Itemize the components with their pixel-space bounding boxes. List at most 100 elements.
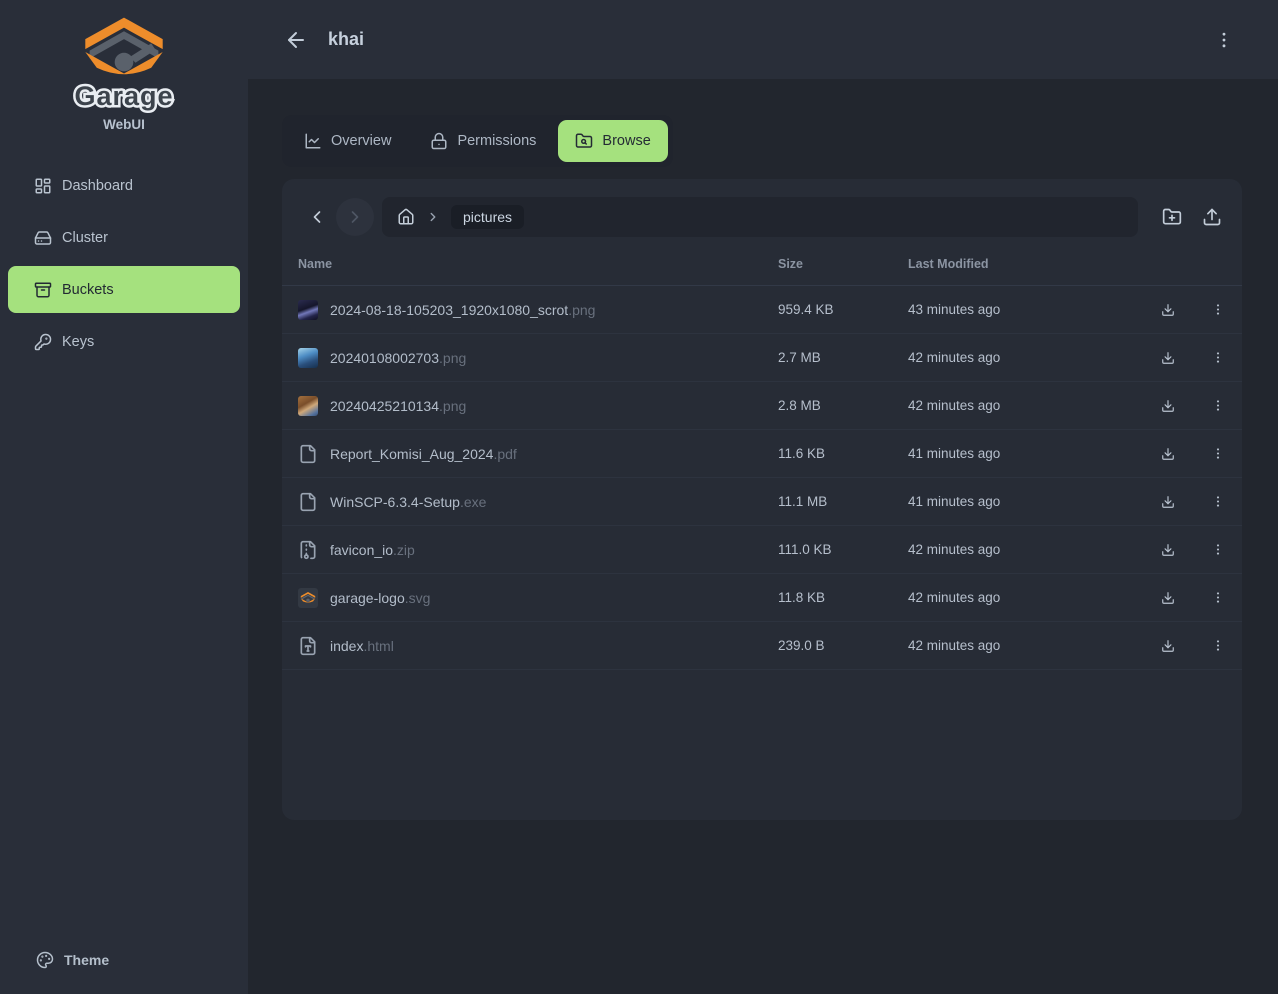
- file-modified: 42 minutes ago: [908, 525, 1155, 574]
- arrow-left-icon: [288, 31, 304, 48]
- kebab-menu-icon: [1222, 32, 1226, 47]
- folder-search-icon: [576, 133, 593, 148]
- image-thumbnail: [298, 395, 318, 416]
- lock-icon: [431, 132, 447, 150]
- sidebar-item-label: Dashboard: [62, 177, 133, 194]
- sidebar-item-label: Buckets: [62, 281, 114, 298]
- table-row[interactable]: favicon_io.zip 111.0 KB 42 minutes ago: [282, 525, 1242, 574]
- keys-icon: [34, 333, 52, 350]
- file-name: WinSCP-6.3.4-Setup: [330, 493, 460, 510]
- home-icon[interactable]: [397, 208, 415, 226]
- download-button[interactable]: [1155, 441, 1181, 467]
- sidebar-item-label: Keys: [62, 333, 95, 350]
- kebab-menu-icon: [1216, 592, 1220, 603]
- file-icon: [298, 395, 318, 416]
- download-icon: [1162, 543, 1174, 556]
- palette-icon: [36, 951, 54, 969]
- sidebar-item-cluster[interactable]: Cluster: [8, 214, 240, 261]
- file-icon: [298, 444, 318, 464]
- nav-back-button[interactable]: [298, 198, 336, 236]
- folder-plus-icon: [1162, 208, 1182, 225]
- row-menu-button[interactable]: [1205, 393, 1231, 419]
- file-archive-icon: [300, 540, 316, 559]
- file-icon: [298, 347, 318, 368]
- file-extension: .exe: [459, 493, 487, 510]
- file-table: Name Size Last Modified: [282, 251, 1242, 670]
- new-folder-button[interactable]: [1152, 197, 1192, 237]
- file-name: garage-logo: [330, 589, 405, 606]
- download-icon: [1162, 495, 1174, 508]
- table-row[interactable]: 2024-08-18-105203_1920x1080_scrot.png 95…: [282, 285, 1242, 334]
- kebab-menu-icon: [1216, 544, 1220, 555]
- theme-button[interactable]: Theme: [8, 940, 240, 980]
- file-extension: .png: [439, 349, 467, 366]
- file-icon: [298, 299, 318, 320]
- file-size: 11.1 MB: [778, 477, 908, 526]
- file-size: 239.0 B: [778, 621, 908, 670]
- page-header: khai: [248, 0, 1278, 79]
- logo-subtitle: WebUI: [103, 117, 145, 132]
- sidebar-item-keys[interactable]: Keys: [8, 318, 240, 365]
- file-size: 2.8 MB: [778, 381, 908, 430]
- download-button[interactable]: [1155, 633, 1181, 659]
- upload-icon: [1203, 208, 1221, 226]
- download-button[interactable]: [1155, 585, 1181, 611]
- file-modified: 42 minutes ago: [908, 333, 1155, 382]
- breadcrumb: pictures: [382, 197, 1138, 237]
- file-size: 11.8 KB: [778, 573, 908, 622]
- chevron-left-icon: [313, 211, 321, 223]
- sidebar-item-buckets[interactable]: Buckets: [8, 266, 240, 313]
- file-size: 2.7 MB: [778, 333, 908, 382]
- file-extension: .zip: [393, 541, 415, 558]
- breadcrumb-segment[interactable]: pictures: [451, 205, 525, 229]
- garage-logo-thumbnail: [298, 587, 318, 608]
- download-button[interactable]: [1155, 297, 1181, 323]
- sidebar-item-dashboard[interactable]: Dashboard: [8, 162, 240, 209]
- file-name: index: [330, 637, 364, 654]
- page-title: khai: [328, 29, 365, 49]
- chevron-right-icon: [430, 212, 436, 222]
- bucket-tabs: Overview Permissions Browse: [282, 115, 673, 167]
- header-menu-button[interactable]: [1206, 22, 1242, 58]
- tab-overview[interactable]: Overview: [287, 120, 408, 162]
- image-thumbnail: [298, 347, 318, 368]
- download-button[interactable]: [1155, 393, 1181, 419]
- download-icon: [1162, 351, 1174, 364]
- tab-browse[interactable]: Browse: [558, 120, 668, 162]
- logo-wordmark: Garage: [72, 79, 175, 114]
- file-size: 11.6 KB: [778, 429, 908, 478]
- table-row[interactable]: WinSCP-6.3.4-Setup.exe 11.1 MB 41 minute…: [282, 477, 1242, 526]
- table-row[interactable]: garage-logo.svg 11.8 KB 42 minutes ago: [282, 573, 1242, 622]
- file-icon: [298, 540, 318, 560]
- tab-permissions[interactable]: Permissions: [413, 120, 553, 162]
- row-menu-button[interactable]: [1205, 585, 1231, 611]
- download-button[interactable]: [1155, 537, 1181, 563]
- file-size: 111.0 KB: [778, 525, 908, 574]
- file-extension: .pdf: [493, 445, 517, 462]
- table-row[interactable]: 20240108002703.png 2.7 MB 42 minutes ago: [282, 333, 1242, 382]
- file-name: 2024-08-18-105203_1920x1080_scrot: [330, 301, 569, 318]
- nav-forward-button[interactable]: [336, 198, 374, 236]
- table-row[interactable]: Report_Komisi_Aug_2024.pdf 11.6 KB 41 mi…: [282, 429, 1242, 478]
- row-menu-button[interactable]: [1205, 489, 1231, 515]
- row-menu-button[interactable]: [1205, 297, 1231, 323]
- file-name: favicon_io: [330, 541, 394, 558]
- row-menu-button[interactable]: [1205, 537, 1231, 563]
- table-row[interactable]: 20240425210134.png 2.8 MB 42 minutes ago: [282, 381, 1242, 430]
- back-button[interactable]: [278, 22, 314, 58]
- download-button[interactable]: [1155, 345, 1181, 371]
- download-button[interactable]: [1155, 489, 1181, 515]
- row-menu-button[interactable]: [1205, 441, 1231, 467]
- row-menu-button[interactable]: [1205, 345, 1231, 371]
- file-icon: [298, 492, 318, 512]
- file-extension: .png: [439, 397, 467, 414]
- table-row[interactable]: index.html 239.0 B 42 minutes ago: [282, 621, 1242, 670]
- row-menu-button[interactable]: [1205, 633, 1231, 659]
- file-modified: 42 minutes ago: [908, 573, 1155, 622]
- column-header-actions: [1155, 251, 1242, 286]
- content-column: khai Overview: [248, 0, 1278, 994]
- upload-button[interactable]: [1192, 197, 1232, 237]
- download-icon: [1162, 303, 1174, 316]
- kebab-menu-icon: [1216, 400, 1220, 411]
